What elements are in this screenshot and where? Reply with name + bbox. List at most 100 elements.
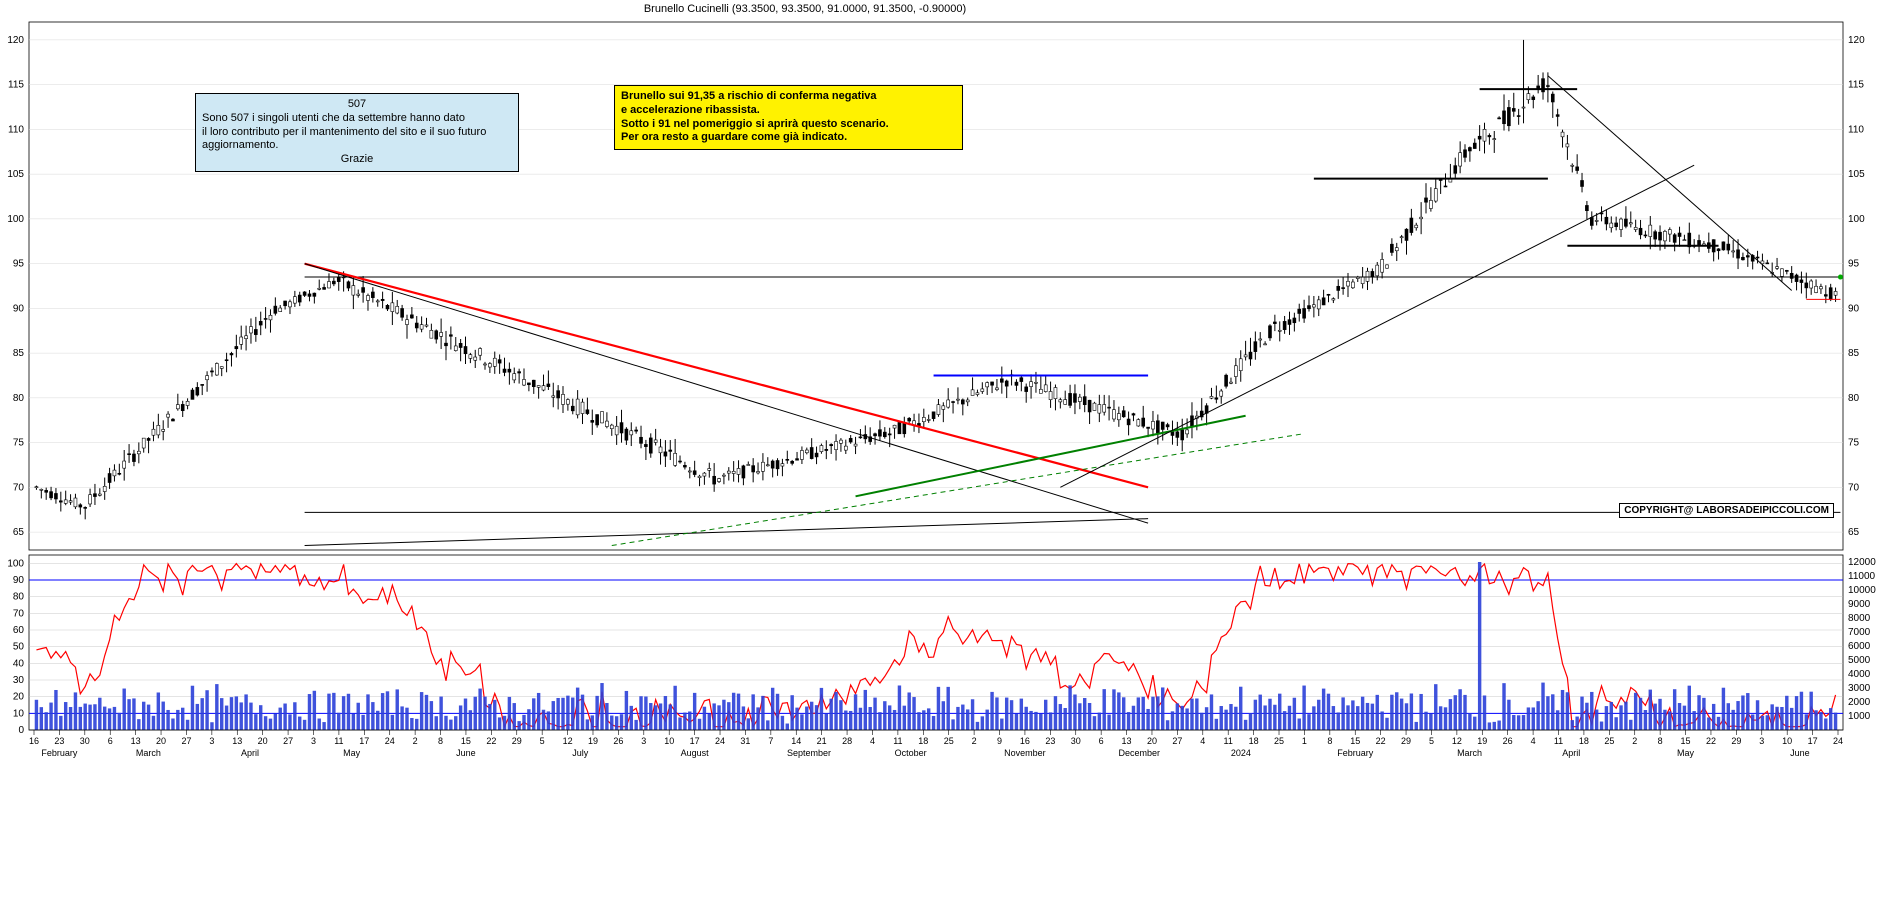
- svg-text:25: 25: [1604, 736, 1614, 746]
- svg-text:2: 2: [413, 736, 418, 746]
- svg-text:17: 17: [1808, 736, 1818, 746]
- svg-text:20: 20: [156, 736, 166, 746]
- svg-text:8: 8: [1658, 736, 1663, 746]
- svg-text:13: 13: [232, 736, 242, 746]
- svg-text:120: 120: [1848, 35, 1865, 46]
- svg-text:75: 75: [1848, 438, 1860, 449]
- svg-text:120: 120: [7, 35, 24, 46]
- svg-text:26: 26: [1503, 736, 1513, 746]
- copyright-label: COPYRIGHT@ LABORSADEIPICCOLI.COM: [1619, 503, 1834, 518]
- svg-text:29: 29: [1401, 736, 1411, 746]
- svg-text:16: 16: [29, 736, 39, 746]
- svg-text:19: 19: [588, 736, 598, 746]
- svg-text:19: 19: [1477, 736, 1487, 746]
- svg-text:9: 9: [997, 736, 1002, 746]
- svg-text:3: 3: [641, 736, 646, 746]
- svg-text:8: 8: [1327, 736, 1332, 746]
- svg-text:13: 13: [131, 736, 141, 746]
- svg-text:March: March: [136, 748, 161, 758]
- svg-text:50: 50: [13, 642, 25, 653]
- svg-text:20: 20: [1147, 736, 1157, 746]
- svg-text:April: April: [241, 748, 259, 758]
- svg-text:60: 60: [13, 625, 25, 636]
- svg-text:90: 90: [1848, 303, 1860, 314]
- svg-text:6: 6: [1099, 736, 1104, 746]
- svg-text:18: 18: [918, 736, 928, 746]
- svg-text:6000: 6000: [1848, 641, 1871, 652]
- info-textbox: 507Sono 507 i singoli utenti che da sett…: [195, 93, 519, 172]
- svg-text:2000: 2000: [1848, 697, 1871, 708]
- svg-text:80: 80: [13, 393, 25, 404]
- svg-text:2: 2: [972, 736, 977, 746]
- svg-text:115: 115: [1848, 80, 1864, 91]
- svg-text:80: 80: [1848, 393, 1860, 404]
- svg-text:February: February: [1337, 748, 1374, 758]
- svg-text:24: 24: [715, 736, 725, 746]
- svg-text:10: 10: [13, 708, 25, 719]
- svg-text:18: 18: [1249, 736, 1259, 746]
- svg-text:21: 21: [817, 736, 827, 746]
- svg-text:November: November: [1004, 748, 1046, 758]
- svg-text:May: May: [343, 748, 361, 758]
- svg-text:100: 100: [1848, 214, 1865, 225]
- svg-text:110: 110: [1848, 124, 1864, 135]
- svg-text:16: 16: [1020, 736, 1030, 746]
- svg-text:12000: 12000: [1848, 557, 1876, 568]
- svg-text:7000: 7000: [1848, 627, 1871, 638]
- svg-text:11000: 11000: [1848, 571, 1876, 582]
- svg-text:100: 100: [7, 214, 24, 225]
- svg-text:11: 11: [893, 736, 902, 746]
- svg-text:July: July: [572, 748, 589, 758]
- svg-text:70: 70: [13, 482, 25, 493]
- svg-text:18: 18: [1579, 736, 1589, 746]
- svg-text:13: 13: [1122, 736, 1132, 746]
- svg-text:27: 27: [283, 736, 293, 746]
- svg-text:17: 17: [359, 736, 369, 746]
- stock-chart: Brunello Cucinelli (93.3500, 93.3500, 91…: [0, 0, 1890, 903]
- svg-text:30: 30: [13, 675, 25, 686]
- svg-text:20: 20: [13, 692, 25, 703]
- svg-text:0: 0: [18, 725, 24, 736]
- svg-text:1000: 1000: [1848, 711, 1871, 722]
- svg-text:5: 5: [540, 736, 545, 746]
- svg-text:85: 85: [13, 348, 25, 359]
- svg-text:85: 85: [1848, 348, 1860, 359]
- svg-text:February: February: [41, 748, 78, 758]
- svg-text:110: 110: [8, 124, 24, 135]
- svg-text:15: 15: [1350, 736, 1360, 746]
- svg-text:10: 10: [1782, 736, 1792, 746]
- svg-text:4: 4: [870, 736, 875, 746]
- svg-text:115: 115: [8, 80, 24, 91]
- svg-text:24: 24: [385, 736, 395, 746]
- svg-text:30: 30: [80, 736, 90, 746]
- svg-text:95: 95: [1848, 259, 1860, 270]
- svg-text:80: 80: [13, 592, 25, 603]
- svg-text:90: 90: [13, 575, 25, 586]
- svg-text:75: 75: [13, 438, 25, 449]
- svg-text:4: 4: [1531, 736, 1536, 746]
- svg-text:29: 29: [512, 736, 522, 746]
- svg-text:5: 5: [1429, 736, 1434, 746]
- svg-text:70: 70: [13, 608, 25, 619]
- svg-text:March: March: [1457, 748, 1482, 758]
- svg-text:15: 15: [461, 736, 471, 746]
- svg-text:17: 17: [690, 736, 700, 746]
- svg-text:3: 3: [209, 736, 214, 746]
- svg-text:Brunello Cucinelli (93.3500, 9: Brunello Cucinelli (93.3500, 93.3500, 91…: [644, 3, 966, 15]
- svg-text:5000: 5000: [1848, 655, 1871, 666]
- svg-text:22: 22: [1376, 736, 1386, 746]
- svg-text:6: 6: [108, 736, 113, 746]
- svg-text:28: 28: [842, 736, 852, 746]
- svg-text:June: June: [1790, 748, 1810, 758]
- svg-text:8000: 8000: [1848, 613, 1871, 624]
- svg-text:22: 22: [1706, 736, 1716, 746]
- svg-text:40: 40: [13, 658, 25, 669]
- svg-text:3000: 3000: [1848, 683, 1871, 694]
- svg-text:65: 65: [13, 527, 25, 538]
- svg-text:June: June: [456, 748, 476, 758]
- svg-text:105: 105: [1848, 169, 1865, 180]
- svg-text:95: 95: [13, 259, 25, 270]
- svg-text:4000: 4000: [1848, 669, 1871, 680]
- svg-text:90: 90: [13, 303, 25, 314]
- svg-text:3: 3: [311, 736, 316, 746]
